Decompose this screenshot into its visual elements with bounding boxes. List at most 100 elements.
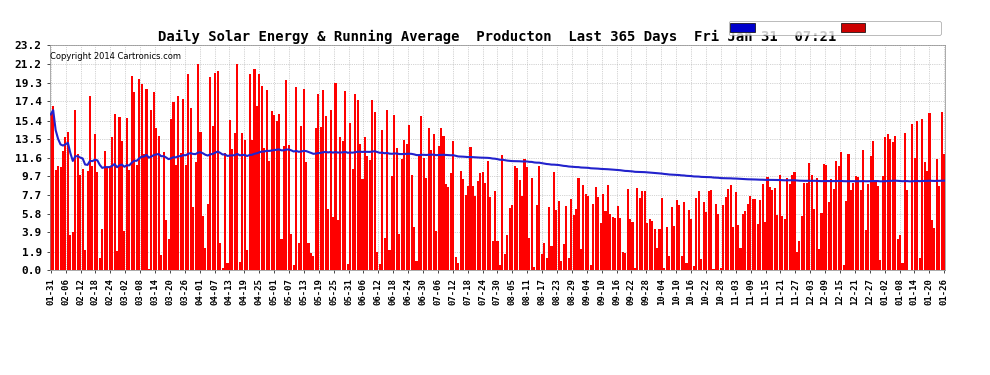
Bar (459, 171, 461, 270)
Bar (76, 154, 79, 270)
Bar (138, 80, 141, 270)
Bar (693, 266, 695, 270)
Bar (919, 258, 921, 270)
Bar (808, 163, 810, 270)
Bar (718, 214, 720, 270)
Bar (369, 159, 371, 270)
Bar (842, 265, 844, 270)
Bar (862, 150, 864, 270)
Bar (330, 110, 332, 270)
Bar (303, 89, 305, 270)
Bar (511, 205, 513, 270)
Bar (283, 146, 285, 270)
Bar (562, 244, 564, 270)
Bar (152, 93, 154, 270)
Bar (519, 180, 521, 270)
Bar (288, 145, 290, 270)
Bar (376, 252, 378, 270)
Bar (224, 153, 226, 270)
Bar (79, 175, 81, 270)
Bar (637, 188, 639, 270)
Bar (710, 190, 712, 270)
Bar (177, 96, 179, 270)
Bar (541, 254, 543, 270)
Bar (438, 146, 440, 270)
Bar (242, 132, 244, 270)
Bar (823, 164, 825, 270)
Bar (575, 209, 577, 270)
Bar (185, 165, 187, 270)
Bar (864, 231, 866, 270)
Bar (217, 71, 219, 270)
Bar (447, 187, 449, 270)
Bar (337, 220, 339, 270)
Bar (99, 258, 101, 270)
Bar (194, 162, 197, 270)
Bar (373, 112, 376, 270)
Bar (489, 197, 491, 270)
Bar (779, 175, 781, 270)
Bar (940, 112, 942, 270)
Bar (887, 134, 889, 270)
Bar (190, 108, 192, 270)
Bar (572, 215, 574, 270)
Bar (744, 211, 746, 270)
Bar (754, 200, 756, 270)
Bar (312, 256, 315, 270)
Bar (462, 179, 464, 270)
Bar (735, 192, 737, 270)
Bar (847, 154, 849, 270)
Bar (688, 210, 690, 270)
Bar (89, 96, 91, 270)
Bar (675, 201, 678, 270)
Bar (129, 170, 131, 270)
Bar (826, 165, 828, 270)
Bar (421, 116, 423, 270)
Bar (359, 144, 361, 270)
Bar (614, 218, 617, 270)
Bar (378, 264, 381, 270)
Bar (555, 210, 557, 270)
Bar (119, 117, 121, 270)
Bar (877, 186, 879, 270)
Bar (916, 121, 919, 270)
Text: Copyright 2014 Cartronics.com: Copyright 2014 Cartronics.com (50, 52, 181, 61)
Bar (723, 205, 725, 270)
Bar (114, 114, 116, 270)
Bar (936, 159, 938, 270)
Bar (869, 156, 871, 270)
Bar (617, 206, 619, 270)
Bar (889, 139, 891, 270)
Bar (627, 189, 629, 270)
Bar (592, 204, 594, 270)
Bar (300, 126, 302, 270)
Bar (656, 248, 658, 270)
Bar (612, 217, 614, 270)
Bar (141, 84, 143, 270)
Bar (232, 150, 234, 270)
Bar (509, 208, 511, 270)
Bar (484, 183, 486, 270)
Bar (349, 123, 351, 270)
Bar (582, 186, 584, 270)
Bar (354, 94, 356, 270)
Bar (761, 184, 763, 270)
Bar (454, 257, 456, 270)
Bar (894, 136, 896, 270)
Bar (222, 268, 224, 270)
Bar (639, 198, 641, 270)
Bar (305, 162, 307, 270)
Bar (209, 77, 211, 270)
Bar (798, 242, 801, 270)
Bar (247, 250, 248, 270)
Bar (720, 267, 722, 270)
Bar (317, 94, 320, 270)
Bar (59, 166, 61, 270)
Bar (69, 235, 71, 270)
Bar (836, 161, 838, 270)
Bar (565, 206, 567, 270)
Bar (109, 166, 111, 270)
Bar (642, 191, 644, 270)
Bar (361, 178, 363, 270)
Bar (610, 214, 612, 270)
